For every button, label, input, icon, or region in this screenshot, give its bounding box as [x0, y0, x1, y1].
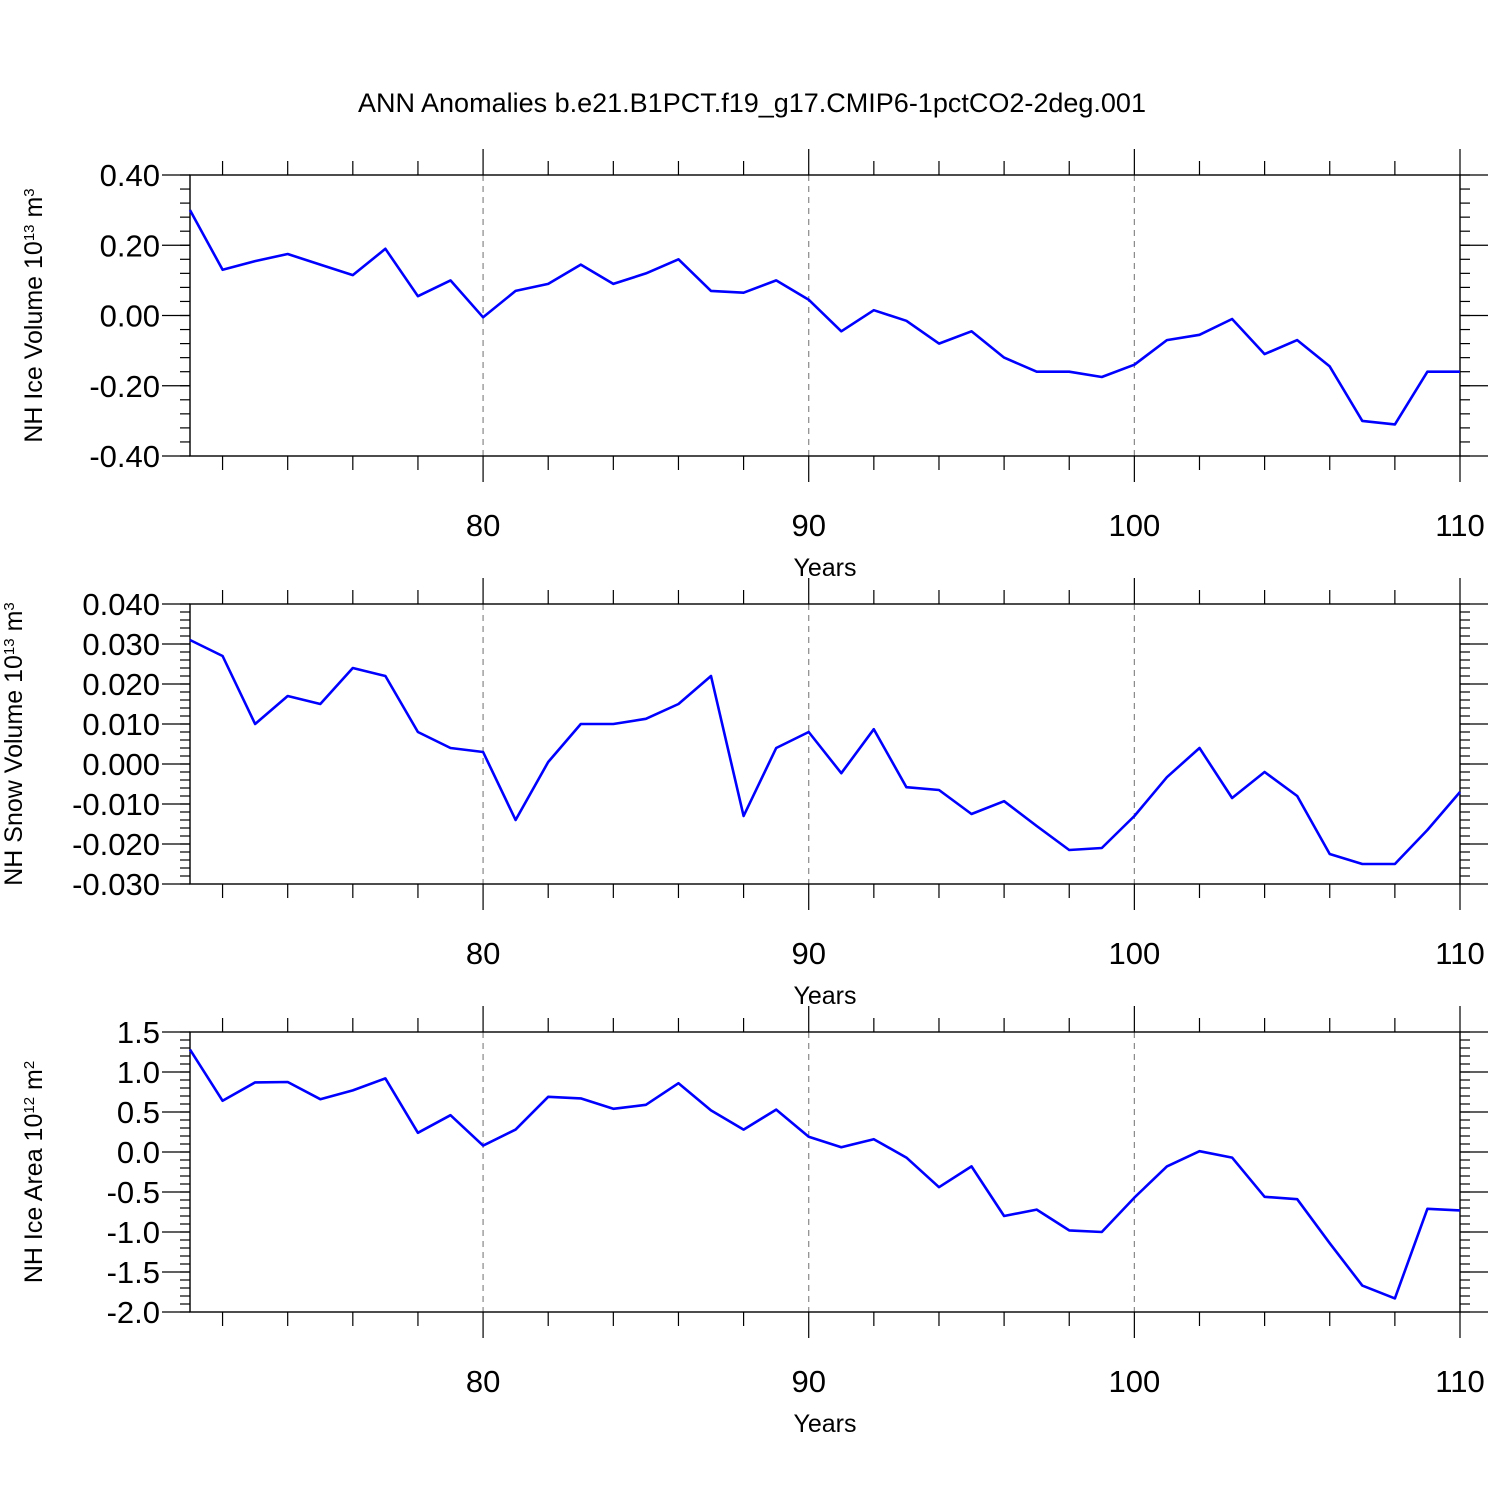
y-tick-label: -1.5	[107, 1255, 160, 1290]
plot-frame	[189, 603, 1461, 885]
x-tick-label: 110	[1435, 936, 1484, 971]
y-axis-title: NH Ice Area 1012 m2	[20, 1061, 48, 1283]
y-tick-label: -0.5	[107, 1175, 160, 1210]
x-axis-title: Years	[793, 982, 856, 1010]
panel-nh-ice-volume: 80 90 100 110 Years -0.40 -0.20 0.00 0.20 0.40 NH …	[20, 149, 1488, 582]
y-tick-label: -1.0	[107, 1215, 160, 1250]
y-tick-label: -0.40	[89, 439, 160, 474]
y-axis-title: NH Ice Volume 1013 m3	[20, 188, 48, 442]
y-tick-label: -0.020	[72, 827, 160, 862]
series-line-ice-volume	[188, 209, 1460, 426]
y-tick-label: -0.030	[72, 867, 160, 902]
y-tick-label: 0.20	[100, 228, 160, 263]
x-tick-label: 90	[791, 508, 825, 543]
chart-title: ANN Anomalies b.e21.B1PCT.f19_g17.CMIP6-…	[358, 88, 1146, 118]
y-tick-label: 0.030	[82, 627, 160, 662]
y-tick-label: 1.5	[117, 1015, 160, 1050]
x-axis-title: Years	[793, 1410, 856, 1438]
series-line-ice-area	[188, 1048, 1461, 1300]
y-tick-label: -0.010	[72, 787, 160, 822]
y-tick-label: 0.000	[82, 747, 160, 782]
x-tick-label: 80	[466, 508, 500, 543]
x-tick-label: 110	[1435, 508, 1484, 543]
y-tick-label: 0.020	[82, 667, 160, 702]
y-tick-label: 0.5	[117, 1095, 160, 1130]
panel-nh-ice-area: 80 90 100 110 Years -2.0 -1.5 -1.0 -0.5 0.0 0.5 1.0…	[20, 1006, 1488, 1438]
y-tick-label: 0.0	[117, 1135, 160, 1170]
x-tick-label: 100	[1108, 1364, 1160, 1399]
x-tick-label: 90	[791, 1364, 825, 1399]
y-tick-label: 0.040	[82, 587, 160, 622]
y-tick-label: 0.00	[100, 299, 160, 334]
x-tick-label: 110	[1435, 1364, 1484, 1399]
y-tick-label: 0.40	[100, 158, 160, 193]
y-tick-label: -0.20	[89, 369, 160, 404]
y-tick-label: 1.0	[117, 1055, 160, 1090]
panel-nh-snow-volume: 80 90 100 110 Years -0.030 -0.020 -0.010 0.000 0.…	[0, 578, 1488, 1010]
y-tick-label: -2.0	[107, 1295, 160, 1330]
y-axis-title: NH Snow Volume 1013 m3	[0, 602, 28, 886]
x-tick-label: 80	[466, 1364, 500, 1399]
y-tick-label: 0.010	[82, 707, 160, 742]
plot-frame	[189, 1031, 1461, 1313]
x-axis-title: Years	[793, 554, 856, 582]
x-tick-label: 100	[1108, 508, 1160, 543]
series-line-snow-volume	[189, 638, 1461, 866]
x-tick-label: 90	[791, 936, 825, 971]
x-tick-label: 100	[1108, 936, 1160, 971]
x-tick-label: 80	[466, 936, 500, 971]
